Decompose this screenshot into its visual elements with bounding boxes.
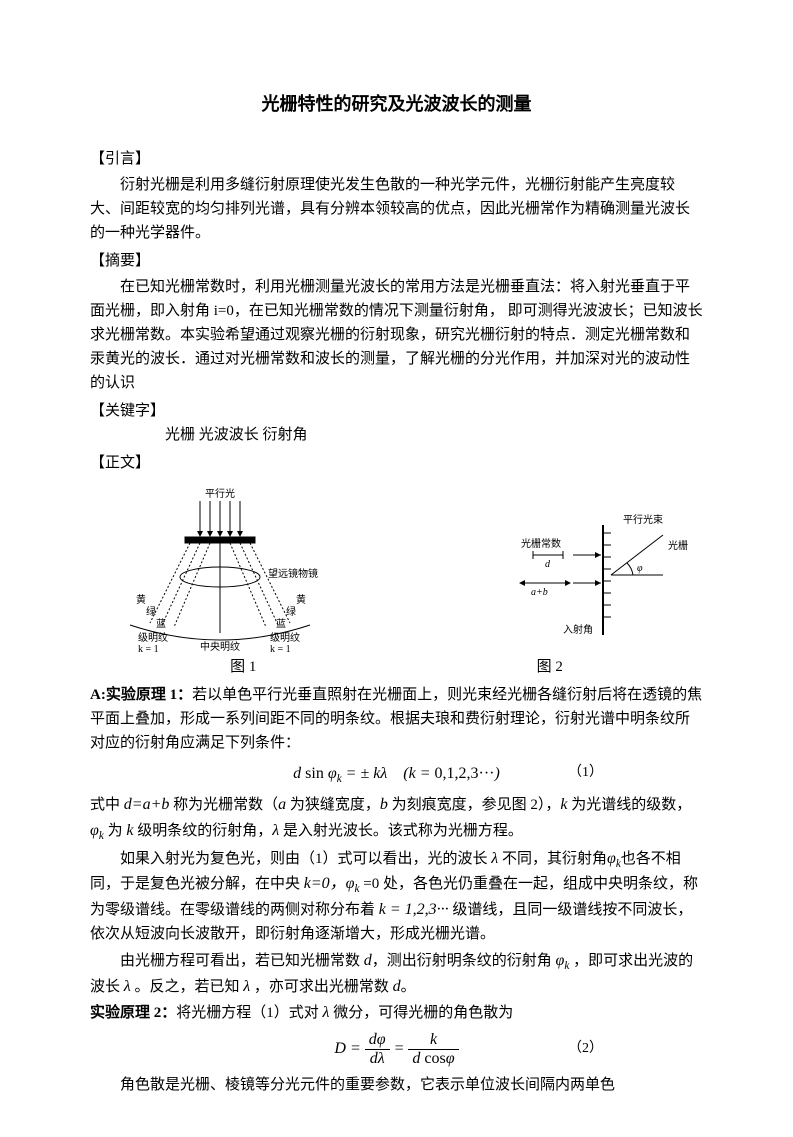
intro-label: 【引言】 — [90, 147, 703, 171]
eq2-number: （2） — [568, 1038, 603, 1060]
p1t2a: 式中 — [90, 797, 124, 813]
p1t4b: ，测出衍射明条纹的衍射角 — [372, 953, 556, 969]
keywords-text: 光栅 光波波长 衍射角 — [165, 423, 703, 447]
figure-2: 平行光束 光栅常数 d a+b 光栅 — [503, 505, 703, 655]
eq2-formula: D = dφdλ = kd cosφ — [334, 1031, 458, 1067]
p1-d3: d — [393, 978, 401, 995]
p1t4g: 。 — [401, 979, 416, 995]
figure-2-svg: 平行光束 光栅常数 d a+b 光栅 — [503, 505, 703, 655]
p2t1: 将光栅方程（1）式对 — [176, 1005, 322, 1021]
fig1-kl: k = 1 — [138, 644, 159, 655]
fig1-pat-r: 级明纹 — [270, 631, 300, 644]
fig2-d: d — [545, 559, 551, 570]
fig2-gconst: 光栅常数 — [521, 537, 561, 550]
figure-1: 平行光 望远镜物镜 — [90, 485, 350, 655]
principle2-para2: 角色散是光栅、棱镜等分光元件的重要参数，它表示单位波长间隔内两单色 — [90, 1073, 703, 1097]
fig1-blue-r: 蓝 — [276, 618, 286, 630]
principle2-para1: 实验原理 2：将光栅方程（1）式对 λ 微分，可得光栅的角色散为 — [90, 1000, 703, 1026]
p1-k0: k=0， — [304, 875, 346, 892]
fig1-yellow-l: 黄 — [136, 593, 146, 606]
p1t3a: 如果入射光为复色光，则由（1）式可以看出，光的波长 — [120, 851, 491, 867]
p1t2e: 为光谱线的级数， — [568, 797, 692, 813]
p1t2g: 级明条纹的衍射角， — [133, 823, 272, 839]
fig1-center-label: 中央明纹 — [200, 640, 240, 653]
principle2-heading: 实验原理 2： — [90, 1005, 176, 1021]
fig1-caption: 图 1 — [90, 655, 397, 679]
p1t2c: 为狭缝宽度， — [286, 797, 380, 813]
principle1-para1: A:实验原理 1：若以单色平行光垂直照射在光栅面上，则光束经光栅各缝衍射后将在透… — [90, 683, 703, 755]
p1t2h: 是入射光波长。该式称为光栅方程。 — [279, 823, 523, 839]
keywords-label: 【关键字】 — [90, 399, 703, 423]
p1-kseq: k = 1,2,3··· — [379, 901, 449, 918]
p1-phik3: φk — [346, 875, 360, 892]
p1t4f: ，亦可求出光栅常数 — [250, 979, 393, 995]
fig2-beam: 平行光束 — [623, 513, 663, 526]
principle1-para4: 由光栅方程可看出，若已知光栅常数 d，测出衍射明条纹的衍射角 φk ，即可求出光… — [90, 948, 703, 999]
fig1-yellow-r: 黄 — [296, 593, 306, 606]
fig1-green-l: 绿 — [146, 605, 156, 618]
fig2-slit: 光栅 — [668, 539, 688, 552]
principle1-para2: 式中 d=a+b 称为光栅常数（a 为狭缝宽度，b 为刻痕宽度，参见图 2），k… — [90, 792, 703, 843]
fig1-lens-label: 望远镜物镜 — [268, 567, 318, 580]
principle1-para3: 如果入射光为复色光，则由（1）式可以看出，光的波长 λ 不同，其衍射角φk也各不… — [90, 846, 703, 947]
fig2-caption: 图 2 — [397, 655, 704, 679]
page-title: 光栅特性的研究及光波波长的测量 — [90, 90, 703, 119]
eq1-number: （1） — [568, 762, 603, 784]
abstract-label: 【摘要】 — [90, 249, 703, 273]
fig2-ab: a+b — [531, 587, 548, 598]
p1t4e: 。反之，若已知 — [131, 979, 244, 995]
p1t2f: 为 — [104, 823, 127, 839]
p1-lambda3: λ — [124, 978, 131, 995]
p1t2d: 为刻痕宽度，参见图 2）， — [388, 797, 561, 813]
p1-dab: d=a+b — [124, 796, 170, 813]
fig1-blue-l: 蓝 — [156, 618, 166, 630]
p1-b: b — [380, 796, 388, 813]
p1t3b: 不同，其衍射角 — [498, 851, 607, 867]
p1t4a: 由光栅方程可看出，若已知光栅常数 — [120, 953, 364, 969]
p1t2b: 称为光栅常数（ — [169, 797, 278, 813]
fig2-phi: φ — [637, 563, 643, 574]
body-label: 【正文】 — [90, 451, 703, 475]
p2t2: 微分，可得光栅的角色散为 — [329, 1005, 513, 1021]
fig2-incident: 入射角 — [563, 624, 593, 636]
equation-2: D = dφdλ = kd cosφ （2） — [90, 1031, 703, 1067]
equation-1: d sin φk = ± kλ (k = 0,1,2,3···) （1） — [90, 761, 703, 787]
intro-text: 衍射光栅是利用多缝衍射原理使光发生色散的一种光学元件，光栅衍射能产生亮度较大、间… — [90, 173, 703, 245]
principle1-heading: A:实验原理 1： — [90, 687, 192, 703]
abstract-text: 在已知光栅常数时，利用光栅测量光波长的常用方法是光栅垂直法：将入射光垂直于平面光… — [90, 275, 703, 395]
figure-row: 平行光 望远镜物镜 — [90, 485, 703, 655]
p1-k: k — [560, 796, 567, 813]
p1-phik: φk — [90, 822, 104, 839]
eq1-formula: d sin φk = ± kλ (k = 0,1,2,3···) — [293, 761, 500, 787]
p1-d2: d — [364, 952, 372, 969]
p1-phik4: φk — [556, 952, 570, 969]
fig1-top-label: 平行光 — [205, 487, 235, 500]
fig1-kr: k = 1 — [270, 644, 291, 655]
figure-captions: 图 1 图 2 — [90, 655, 703, 679]
p1-a: a — [278, 796, 286, 813]
figure-1-svg: 平行光 望远镜物镜 — [90, 485, 350, 655]
fig1-green-r: 绿 — [286, 605, 296, 618]
p1-phik2: φk — [607, 850, 621, 867]
fig1-pat-l: 级明纹 — [138, 631, 168, 644]
